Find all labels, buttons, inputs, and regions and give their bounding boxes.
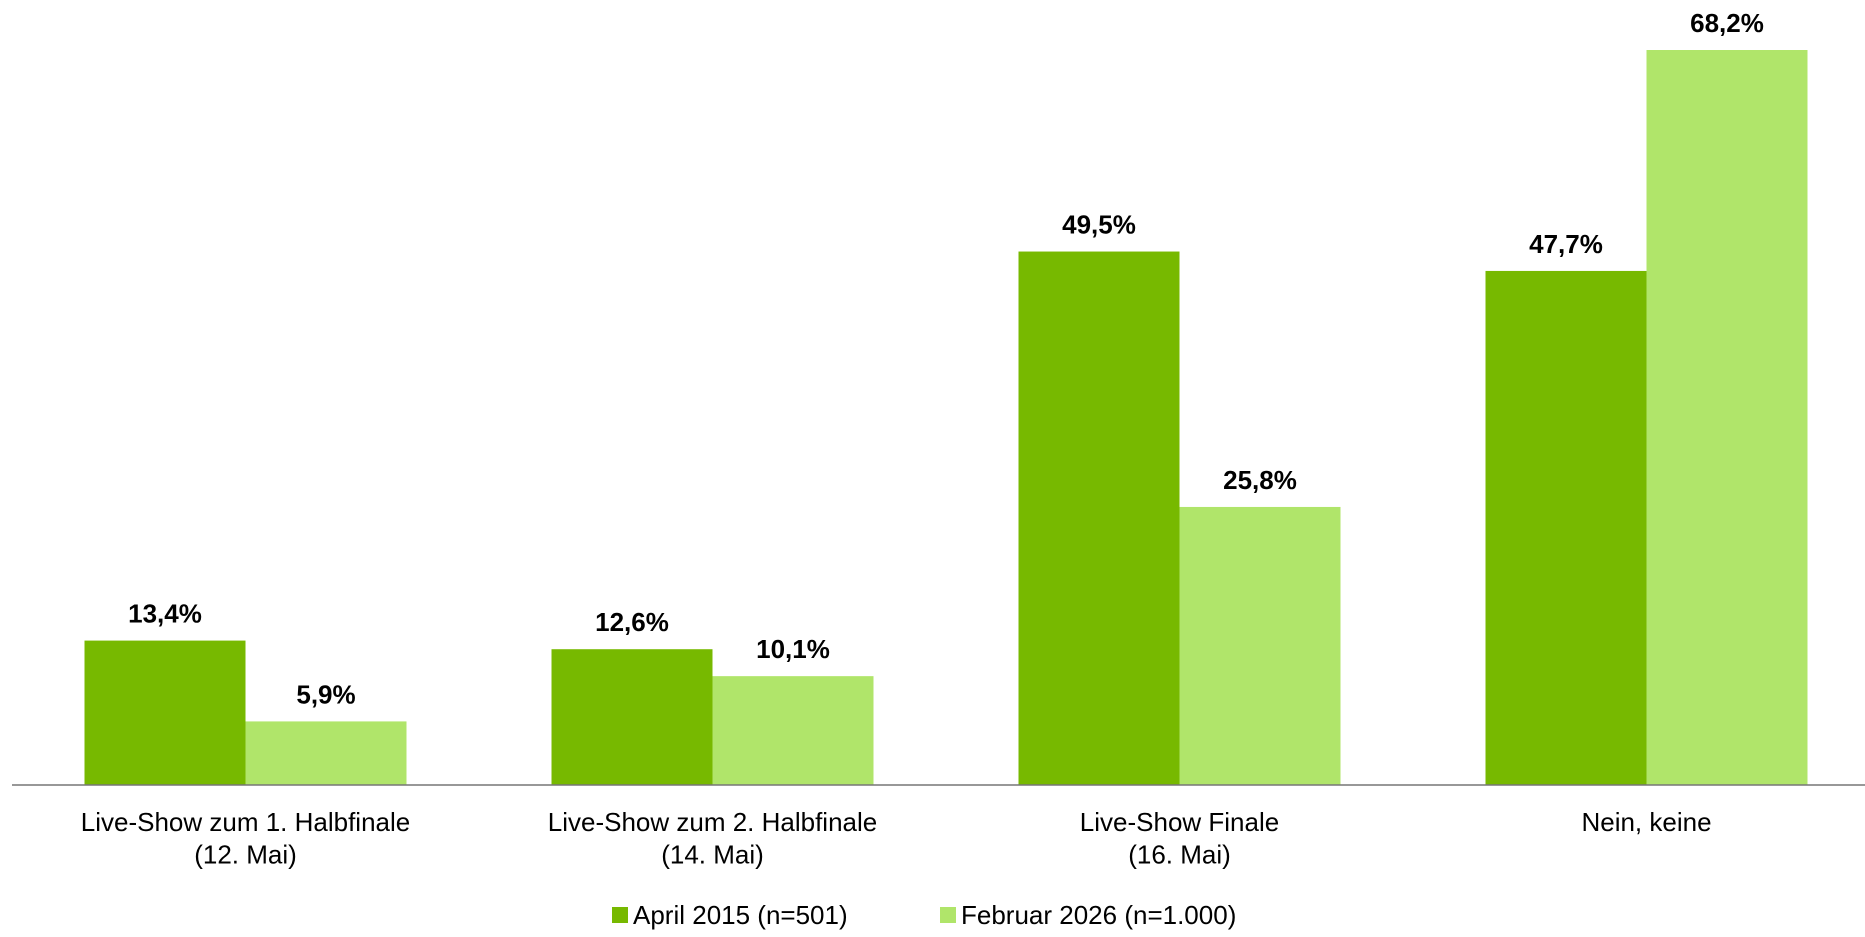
x-tick-label: Live-Show Finale (16. Mai) [1080, 807, 1279, 870]
value-label: 13,4% [128, 599, 202, 629]
value-label: 25,8% [1223, 465, 1297, 495]
legend-label: April 2015 (n=501) [633, 900, 848, 930]
value-label: 10,1% [756, 634, 830, 664]
bar [1485, 270, 1647, 785]
bar [1646, 50, 1808, 785]
bar [712, 676, 874, 785]
value-label: 12,6% [595, 607, 669, 637]
value-label: 47,7% [1529, 229, 1603, 259]
bar [84, 640, 246, 785]
bar [551, 649, 713, 785]
legend-label: Februar 2026 (n=1.000) [961, 900, 1236, 930]
value-label: 49,5% [1062, 210, 1136, 240]
legend-swatch [940, 907, 956, 923]
x-tick-label: Nein, keine [1581, 807, 1711, 837]
bar [1179, 506, 1341, 785]
value-label: 68,2% [1690, 8, 1764, 38]
legend-swatch [612, 907, 628, 923]
x-tick-label: Live-Show zum 2. Halbfinale (14. Mai) [548, 807, 878, 870]
bar [1018, 251, 1180, 786]
value-label: 5,9% [296, 679, 355, 709]
bar [245, 721, 407, 785]
x-tick-label: Live-Show zum 1. Halbfinale (12. Mai) [81, 807, 411, 870]
